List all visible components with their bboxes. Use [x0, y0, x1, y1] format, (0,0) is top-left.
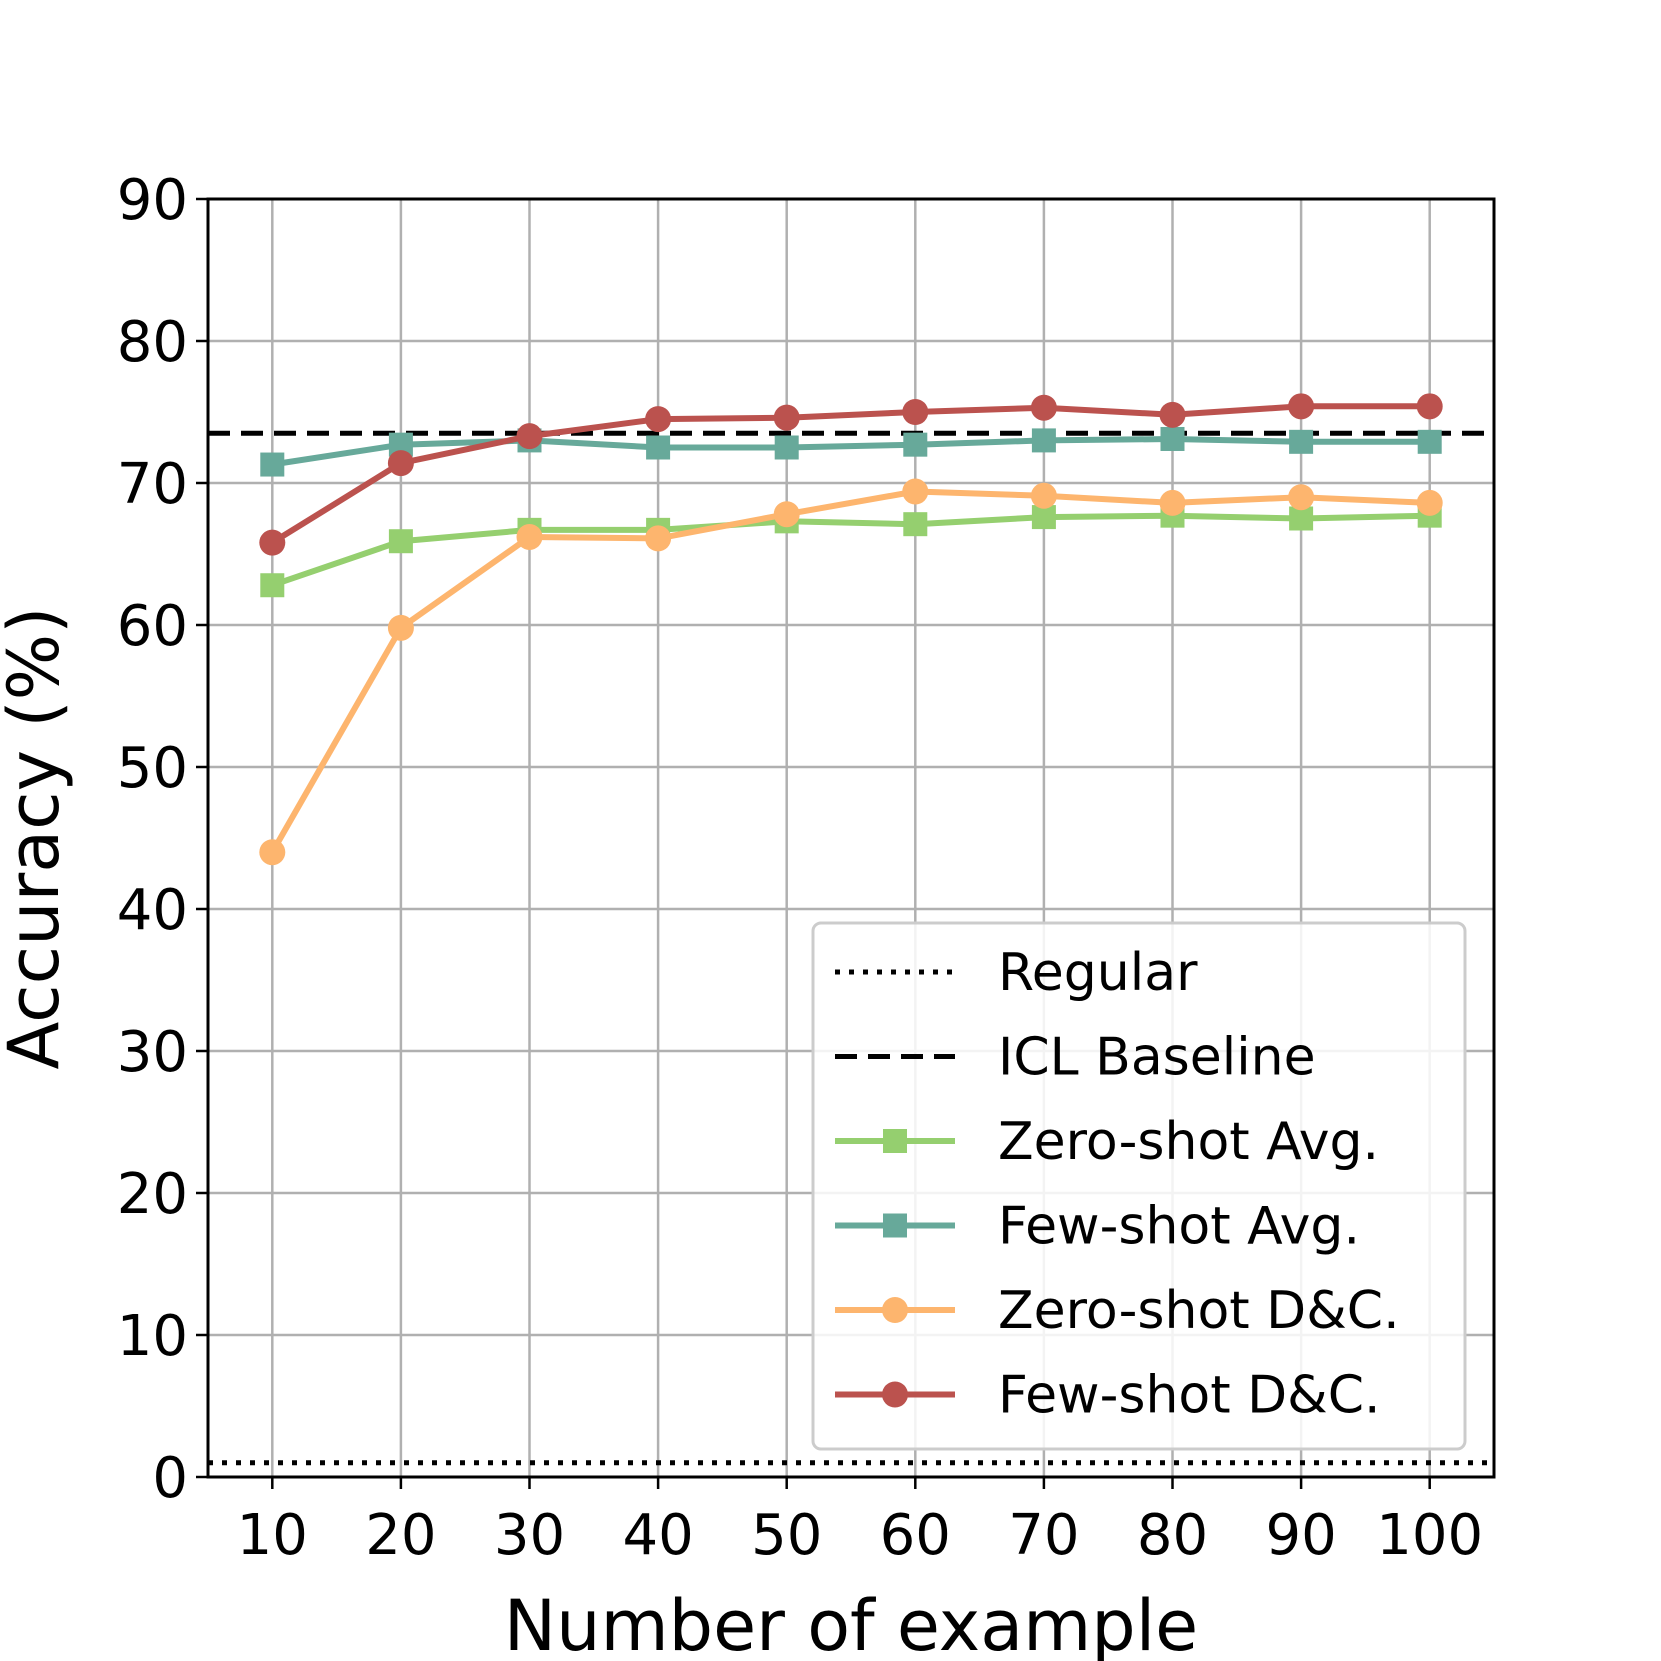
y-tick-label: 60 [117, 594, 188, 659]
legend-swatch-marker [883, 1213, 907, 1238]
data-point [516, 423, 543, 450]
series-line [271, 436, 1430, 468]
data-point [260, 573, 285, 598]
legend-entry: Zero-shot D&C. [835, 1281, 1400, 1341]
legend-swatch-marker [883, 1129, 907, 1153]
x-tick-label: 60 [880, 1503, 951, 1568]
x-axis-title: Number of example [504, 1585, 1198, 1661]
data-point [259, 529, 286, 556]
y-tick-label: 80 [117, 310, 188, 375]
reference-lines [208, 430, 1494, 1466]
data-point [388, 529, 413, 554]
y-axis-ticks: 0 10 20 30 40 50 60 70 80 90 [117, 168, 208, 1511]
y-tick-label: 0 [152, 1446, 188, 1511]
y-tick-label: 50 [117, 736, 188, 801]
legend-label: ICL Baseline [998, 1028, 1316, 1088]
legend-entry: Few-shot D&C. [835, 1366, 1381, 1426]
x-tick-label: 100 [1376, 1503, 1483, 1568]
series-line [270, 403, 1430, 546]
data-point [903, 512, 928, 537]
data-point [1160, 426, 1185, 451]
y-tick-label: 40 [117, 878, 188, 943]
legend-entry: ICL Baseline [835, 1028, 1316, 1088]
data-point [1031, 505, 1056, 530]
plot-frame [206, 197, 1496, 1479]
data-point [773, 501, 800, 528]
x-tick-label: 40 [622, 1503, 693, 1568]
data-point [387, 614, 414, 641]
x-tick-label: 90 [1265, 1503, 1336, 1568]
data-point [903, 432, 928, 457]
data-point [260, 452, 285, 477]
x-tick-label: 70 [1008, 1503, 1079, 1568]
x-tick-label: 10 [237, 1503, 308, 1568]
legend-label: Zero-shot D&C. [998, 1281, 1400, 1341]
data-point [1030, 482, 1057, 509]
data-point [645, 406, 672, 433]
data-point [1159, 401, 1186, 428]
data-point [646, 435, 671, 460]
data-point [902, 478, 929, 505]
data-point [1416, 489, 1443, 516]
legend-entry: Few-shot Avg. [835, 1197, 1360, 1257]
series-3 [259, 393, 1443, 556]
data-point [516, 523, 543, 550]
x-tick-label: 20 [365, 1503, 436, 1568]
data-point [1288, 484, 1315, 511]
data-point [1289, 429, 1314, 454]
data-point [774, 435, 799, 460]
legend-swatch-marker [882, 1297, 908, 1323]
data-point [1030, 394, 1057, 421]
data-point [645, 525, 672, 552]
y-tick-label: 90 [117, 168, 188, 233]
data-point [1417, 429, 1442, 454]
y-tick-label: 10 [117, 1304, 188, 1369]
data-point [1416, 393, 1443, 420]
legend-entry: Zero-shot Avg. [835, 1112, 1379, 1172]
x-tick-label: 80 [1137, 1503, 1208, 1568]
x-tick-label: 50 [751, 1503, 822, 1568]
y-axis-title: Accuracy (%) [0, 607, 75, 1070]
series-2 [259, 478, 1443, 866]
x-axis-ticks: 10 20 30 40 50 60 70 80 90 100 [237, 1477, 1483, 1568]
y-tick-label: 70 [117, 452, 188, 517]
y-tick-label: 20 [117, 1162, 188, 1227]
data-point [902, 399, 929, 425]
data-point [1288, 393, 1315, 420]
data-point [773, 404, 800, 431]
data-point [1289, 506, 1314, 531]
y-tick-label: 30 [117, 1020, 188, 1085]
legend-swatch-marker [882, 1381, 908, 1408]
x-tick-label: 30 [494, 1503, 565, 1568]
data-point [387, 450, 414, 477]
data-point [259, 839, 286, 866]
series-line [271, 512, 1430, 589]
legend: Regular ICL Baseline Zero-shot Avg. Few-sho… [811, 921, 1467, 1451]
data-point [1159, 489, 1186, 516]
legend-entry: Regular [835, 943, 1198, 1003]
legend-box [811, 921, 1467, 1451]
data-point [1031, 428, 1056, 453]
series-line [269, 488, 1430, 854]
legend-label: Few-shot Avg. [998, 1197, 1360, 1257]
legend-label: Few-shot D&C. [998, 1366, 1381, 1426]
legend-label: Regular [998, 943, 1198, 1003]
series-group [259, 393, 1443, 866]
legend-label: Zero-shot Avg. [998, 1112, 1379, 1172]
